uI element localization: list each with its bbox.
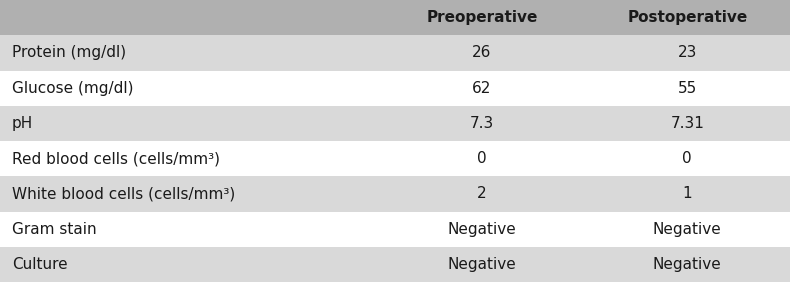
Text: 23: 23 (678, 45, 697, 60)
Text: Postoperative: Postoperative (627, 10, 747, 25)
Bar (0, 176, 790, 212)
Text: White blood cells (cells/mm³): White blood cells (cells/mm³) (12, 186, 235, 201)
Bar (0, 35, 790, 70)
Text: Negative: Negative (653, 222, 722, 237)
Text: 7.3: 7.3 (470, 116, 494, 131)
Text: 2: 2 (477, 186, 487, 201)
Text: 1: 1 (683, 186, 692, 201)
Text: 55: 55 (678, 81, 697, 96)
Text: Negative: Negative (447, 222, 517, 237)
Text: 62: 62 (472, 81, 491, 96)
Bar (0, 212, 790, 247)
Text: Protein (mg/dl): Protein (mg/dl) (12, 45, 126, 60)
Text: Negative: Negative (447, 257, 517, 272)
Text: Culture: Culture (12, 257, 67, 272)
Bar (0, 247, 790, 282)
Text: 0: 0 (683, 151, 692, 166)
Text: Gram stain: Gram stain (12, 222, 96, 237)
Text: pH: pH (12, 116, 33, 131)
Bar (0, 70, 790, 106)
Text: Negative: Negative (653, 257, 722, 272)
Bar (0, 141, 790, 176)
Text: Glucose (mg/dl): Glucose (mg/dl) (12, 81, 134, 96)
Text: 26: 26 (472, 45, 491, 60)
Text: 7.31: 7.31 (671, 116, 704, 131)
Text: Red blood cells (cells/mm³): Red blood cells (cells/mm³) (12, 151, 220, 166)
Text: 0: 0 (477, 151, 487, 166)
Bar (0, 0, 790, 35)
Text: Preoperative: Preoperative (427, 10, 537, 25)
Bar (0, 106, 790, 141)
